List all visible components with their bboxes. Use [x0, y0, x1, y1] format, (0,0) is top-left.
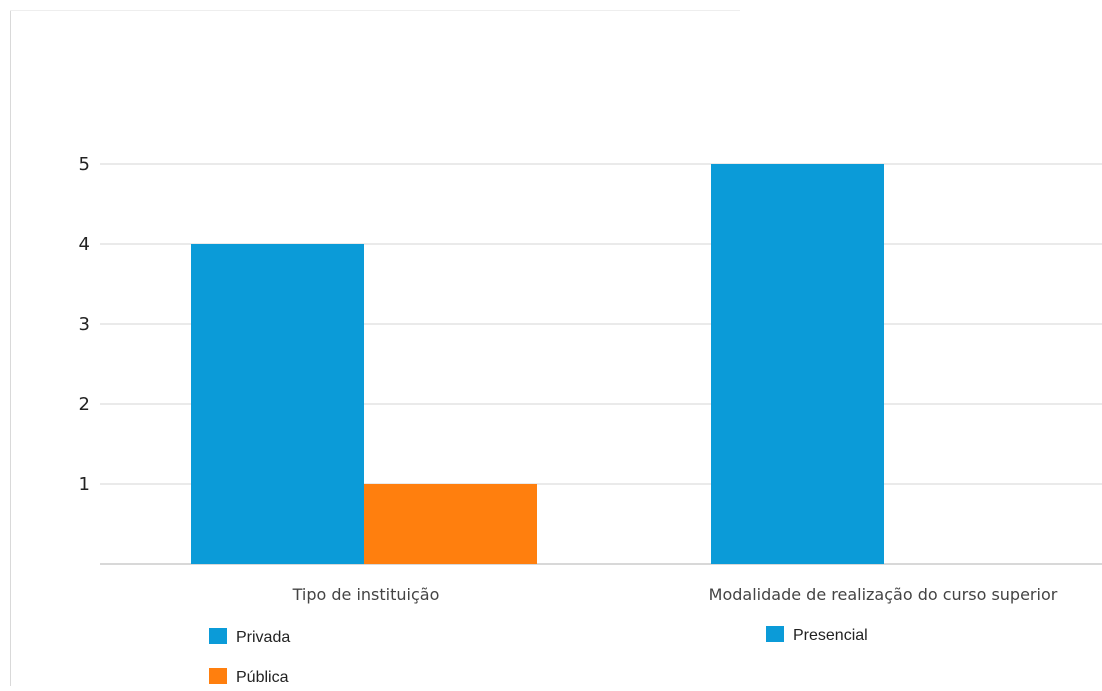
legend-label-1-0: Presencial: [793, 627, 868, 644]
legend-label-0-0: Privada: [236, 629, 290, 646]
legend-label-0-1: Pública: [236, 669, 289, 686]
legend-swatch-0-0: [209, 628, 227, 644]
bar-1-0: [711, 164, 884, 564]
frame-top-border: [10, 10, 740, 11]
frame-left-border: [10, 10, 11, 686]
bar-0-0: [191, 244, 364, 564]
y-tick-label-2: 2: [79, 394, 90, 415]
y-tick-label-5: 5: [79, 154, 90, 175]
category-label-1: Modalidade de realização do curso superi…: [709, 585, 1058, 604]
legend-swatch-1-0: [766, 626, 784, 642]
category-label-0: Tipo de instituição: [292, 585, 440, 604]
legend-swatch-0-1: [209, 668, 227, 684]
y-tick-label-3: 3: [79, 314, 90, 335]
y-tick-label-4: 4: [79, 234, 90, 255]
bar-0-1: [364, 484, 537, 564]
y-tick-label-1: 1: [79, 474, 90, 495]
